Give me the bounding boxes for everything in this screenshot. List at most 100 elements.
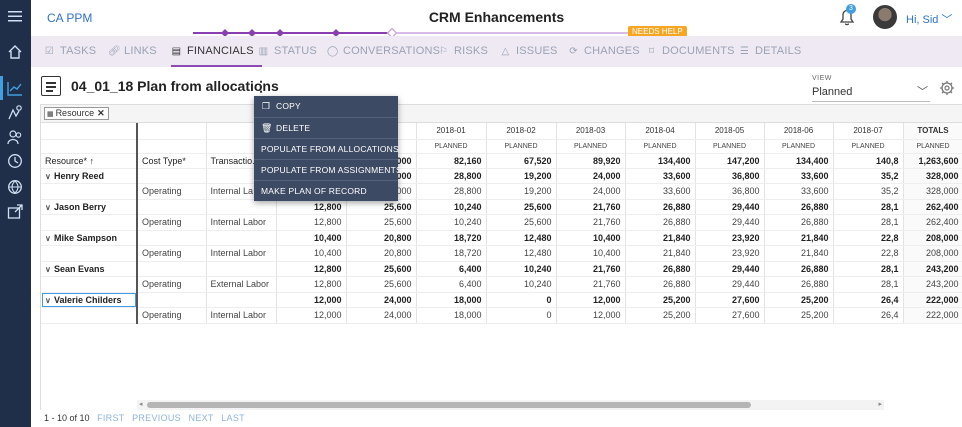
period-value-cell[interactable]: 28,1 [833,214,904,231]
period-value-cell[interactable]: 29,440 [695,199,765,215]
period-value-cell[interactable]: 21,760 [556,214,626,231]
value-cell[interactable]: 20,800 [346,230,417,246]
period-value-cell[interactable]: 26,880 [625,261,696,277]
transaction-cell[interactable]: Internal Labor [206,307,277,324]
period-value-cell[interactable]: 28,800 [416,168,487,184]
period-value-cell[interactable]: 25,200 [764,307,834,324]
period-value-cell[interactable]: 18,000 [416,292,487,308]
value-cell[interactable]: 24,000 [346,292,417,308]
period-value-cell[interactable]: 25,600 [486,214,557,231]
period-value-cell[interactable]: 27,600 [695,292,765,308]
resource-row[interactable]: ∨ Sean Evans 12,800 25,600 6,400 10,240 21,760… [41,261,962,277]
period-value-cell[interactable]: 10,400 [556,245,626,262]
period-value-cell[interactable]: 6,400 [416,261,487,277]
cost-line-row[interactable]: Operating Internal Labor 12,800 25,600 10,24… [41,214,962,231]
period-value-cell[interactable]: 36,800 [695,183,765,200]
cost-type-cell[interactable]: Operating [137,214,207,231]
period-value-cell[interactable]: 21,840 [625,230,696,246]
previous-page-link[interactable]: PREVIOUS [132,413,181,423]
period-value-cell[interactable]: 18,720 [416,245,487,262]
period-value-cell[interactable]: 12,000 [556,292,626,308]
cost-type-cell[interactable]: Operating [137,276,207,293]
value-cell[interactable]: 12,800 [276,214,347,231]
expand-chevron-icon[interactable]: ∨ [45,264,51,274]
first-page-link[interactable]: FIRST [97,413,125,423]
tab-issues[interactable]: △ ISSUES [500,36,558,67]
horizontal-scrollbar[interactable]: ◂ ▸ [137,400,884,410]
period-value-cell[interactable]: 26,880 [625,214,696,231]
cost-type-cell[interactable] [137,199,207,215]
period-value-cell[interactable]: 25,200 [625,292,696,308]
menu-item-populate-from-assignments[interactable]: POPULATE FROM ASSIGNMENTS [254,159,402,180]
period-value-cell[interactable]: 10,240 [416,199,487,215]
tab-changes[interactable]: ⟳ CHANGES [568,36,640,67]
resource-name-cell[interactable]: ∨ Jason Berry [41,199,138,215]
cost-line-row[interactable]: Operating Internal Labor 10,400 20,800 18,72… [41,245,962,262]
value-cell[interactable]: 12,800 [276,276,347,293]
cost-line-row[interactable]: Operating External Labor 12,800 25,600 6,400… [41,276,962,293]
period-value-cell[interactable]: 12,480 [486,230,557,246]
cost-type-cell[interactable] [137,292,207,308]
transaction-cell[interactable] [206,261,277,277]
period-value-cell[interactable]: 29,440 [695,261,765,277]
period-value-cell[interactable]: 28,1 [833,261,904,277]
period-value-cell[interactable]: 18,000 [416,307,487,324]
menu-item-make-plan-of-record[interactable]: MAKE PLAN OF RECORD [254,180,398,201]
expand-chevron-icon[interactable]: ∨ [45,202,51,212]
settings-gear-icon[interactable] [939,80,955,96]
transaction-cell[interactable] [206,230,277,246]
period-value-cell[interactable]: 26,880 [625,199,696,215]
projects-chart-icon[interactable] [0,76,25,100]
value-cell[interactable]: 12,000 [276,307,347,324]
menu-item-populate-from-allocations[interactable]: POPULATE FROM ALLOCATIONS [254,138,399,159]
value-cell[interactable]: 25,600 [346,199,417,215]
resource-name-cell[interactable]: ∨ Valerie Childers [41,292,138,308]
tab-risks[interactable]: ⚐ RISKS [438,36,488,67]
period-value-cell[interactable]: 0 [486,307,557,324]
value-cell[interactable]: 24,000 [346,307,417,324]
period-value-cell[interactable]: 26,880 [764,199,834,215]
period-value-cell[interactable]: 27,600 [695,307,765,324]
scrollbar-thumb[interactable] [147,402,751,408]
transaction-cell[interactable]: Internal Labor [206,214,277,231]
period-value-cell[interactable]: 25,600 [486,199,557,215]
value-cell[interactable]: 12,800 [276,199,347,215]
value-cell[interactable]: 25,600 [346,214,417,231]
period-value-cell[interactable]: 21,760 [556,276,626,293]
period-value-cell[interactable]: 28,800 [416,183,487,200]
tab-links[interactable]: 🔗︎ LINKS [108,36,157,67]
next-page-link[interactable]: NEXT [188,413,214,423]
cost-type-cell[interactable]: Operating [137,245,207,262]
resource-row[interactable]: ∨ Valerie Childers 12,000 24,000 18,000 0 12,0… [41,292,962,308]
timesheet-clock-icon[interactable] [5,151,25,171]
transaction-cell[interactable]: External Labor [206,276,277,293]
period-value-cell[interactable]: 19,200 [486,183,557,200]
cost-line-row[interactable]: Operating Internal Labor 12,000 24,000 18,00… [41,307,962,324]
value-cell[interactable]: 25,600 [346,261,417,277]
column-header-resource[interactable]: Resource* ↑ [41,153,138,169]
transaction-cell[interactable] [206,292,277,308]
transaction-cell[interactable] [206,199,277,215]
period-value-cell[interactable]: 21,760 [556,199,626,215]
tab-tasks[interactable]: ☑ TASKS [44,36,96,67]
people-icon[interactable] [5,127,25,147]
value-cell[interactable]: 25,600 [346,276,417,293]
period-value-cell[interactable]: 23,920 [695,245,765,262]
value-cell[interactable]: 12,000 [276,292,347,308]
menu-item-copy[interactable]: ❐ COPY [254,96,398,117]
user-avatar[interactable] [873,5,897,29]
cost-type-cell[interactable]: Operating [137,307,207,324]
group-by-chip[interactable]: ▦ Resource ✕ [44,107,109,120]
resource-row[interactable]: ∨ Jason Berry 12,800 25,600 10,240 25,600 21,7… [41,199,962,215]
tab-conversations[interactable]: ◯ CONVERSATIONS [327,36,440,67]
close-icon[interactable]: ✕ [97,108,105,118]
period-value-cell[interactable]: 24,000 [556,183,626,200]
cost-type-cell[interactable] [137,230,207,246]
tab-details[interactable]: ☰ DETAILS [739,36,801,67]
period-value-cell[interactable]: 29,440 [695,276,765,293]
period-value-cell[interactable]: 21,840 [625,245,696,262]
period-value-cell[interactable]: 0 [486,292,557,308]
cost-type-cell[interactable] [137,261,207,277]
period-value-cell[interactable]: 12,480 [486,245,557,262]
expand-chevron-icon[interactable]: ∨ [45,295,51,305]
